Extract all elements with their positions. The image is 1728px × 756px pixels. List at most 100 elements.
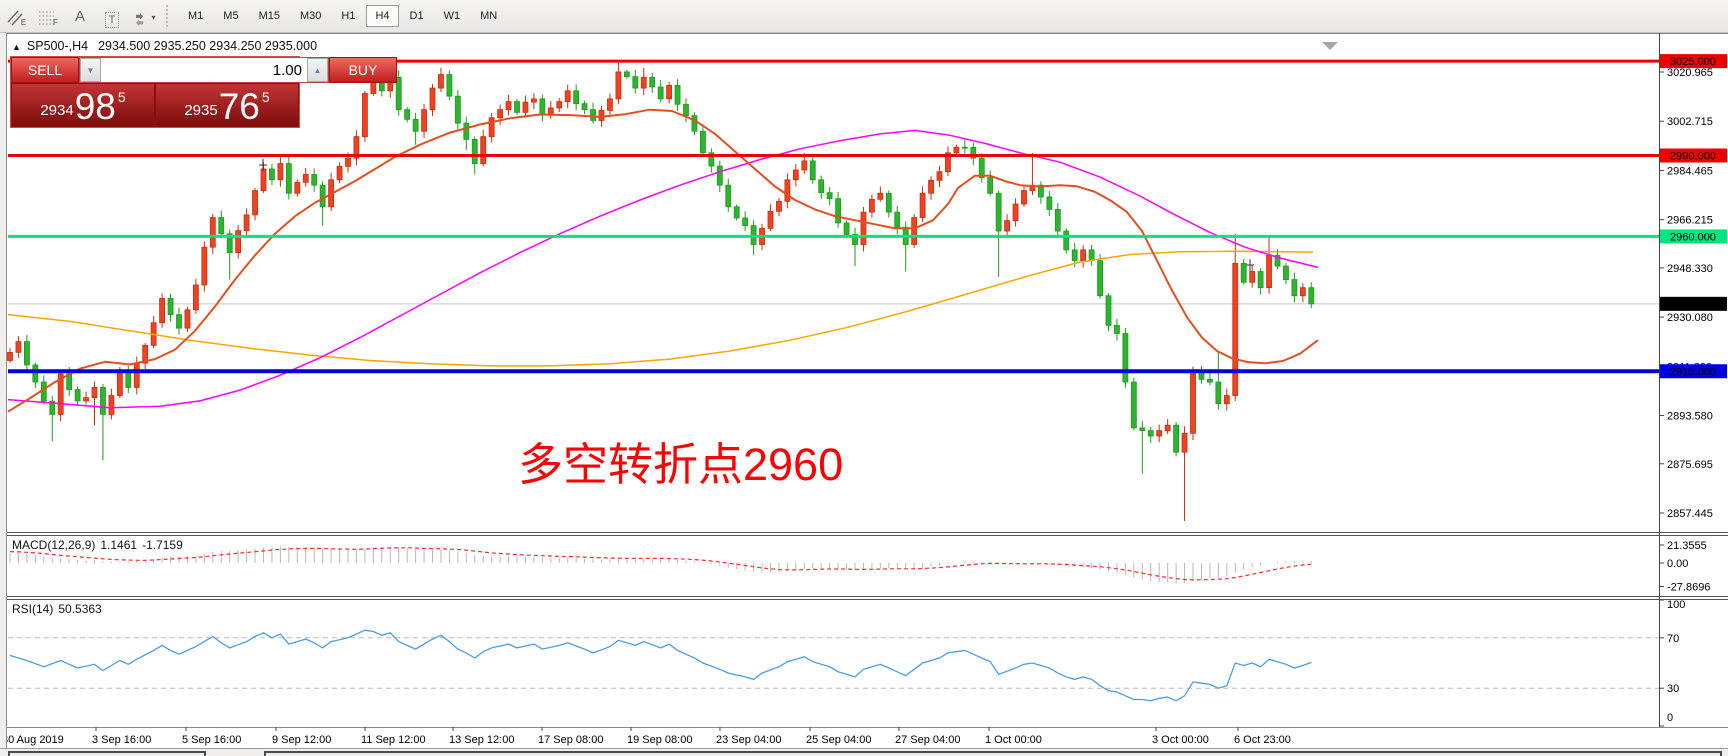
arrows-tool[interactable]: ▾ (130, 4, 158, 28)
sell-button[interactable]: SELL (11, 57, 79, 83)
candle (32, 364, 39, 383)
volume-up-button[interactable]: ▲ (307, 58, 328, 82)
volume-down-button[interactable]: ▼ (80, 58, 101, 82)
candle (1181, 432, 1188, 453)
timeframe-H4[interactable]: H4 (366, 5, 399, 27)
toolbar-grip[interactable] (166, 5, 170, 27)
toolbar: E F A T ▾ M1 M5 M15 M30 H1 H4 D1 W1 MN (0, 0, 1728, 33)
timeframe-MN[interactable]: MN (480, 10, 498, 22)
candle (209, 217, 216, 248)
timeframe-W1[interactable]: W1 (443, 10, 461, 22)
chart-shift-marker-icon[interactable] (1322, 42, 1338, 50)
price-tick-label: 2930.080 (1667, 312, 1713, 324)
candle (936, 171, 943, 181)
price-tick-label: 3002.715 (1667, 116, 1713, 128)
candle (632, 76, 639, 89)
candle (243, 214, 250, 232)
candle (1088, 249, 1095, 262)
candle (1240, 262, 1247, 283)
volume-stepper: ▼ ▲ (79, 57, 329, 83)
volume-input[interactable] (101, 58, 307, 82)
candle (776, 200, 782, 212)
candle (716, 165, 723, 186)
macd-panel (9, 546, 1312, 584)
candle (269, 168, 275, 181)
candle (691, 115, 698, 132)
candle (100, 387, 106, 415)
timeframe-H1[interactable]: H1 (341, 10, 356, 22)
candle (1139, 427, 1146, 431)
candle (133, 362, 140, 388)
rsi-tick-label: 30 (1667, 683, 1679, 695)
candle (1021, 190, 1027, 205)
candle (1164, 424, 1171, 431)
equidistant-channel-icon (7, 10, 23, 26)
equidistant-channel-tool[interactable]: E (2, 4, 30, 28)
candle (83, 397, 89, 402)
candle (226, 233, 233, 253)
time-tick-label: 6 Oct 23:00 (1234, 734, 1291, 746)
buy-price-sup: 5 (261, 89, 270, 105)
candle (1080, 249, 1087, 262)
candle (277, 163, 284, 181)
timeframe-D1[interactable]: D1 (409, 10, 424, 22)
price-tick-label: 2875.695 (1667, 459, 1713, 471)
candle (1063, 230, 1070, 251)
docked-window-edge (264, 751, 1722, 756)
fibonacci-tool[interactable]: F (34, 4, 62, 28)
candle (826, 192, 833, 200)
sell-price-box[interactable]: 2934 98 5 (11, 83, 155, 127)
candle (463, 122, 470, 140)
timeframe-M5[interactable]: M5 (223, 10, 239, 22)
candle (1207, 378, 1213, 383)
candle (531, 98, 537, 103)
candle (598, 109, 605, 121)
buy-button[interactable]: BUY (329, 57, 397, 83)
candle (564, 90, 571, 102)
candle (1105, 295, 1112, 326)
buy-price-box[interactable]: 2935 76 5 (155, 83, 299, 127)
macd-tick-label: 0.00 (1667, 558, 1688, 570)
ma-mid-magenta[interactable] (7, 129, 1319, 409)
ma-slow-orange[interactable] (7, 250, 1314, 367)
candle (235, 230, 242, 253)
candle (784, 179, 791, 202)
timeframe-M15[interactable]: M15 (258, 10, 280, 22)
candle (1299, 287, 1306, 297)
timeframe-M30[interactable]: M30 (299, 10, 322, 22)
sell-price-int: 2934 (40, 102, 74, 119)
candle (928, 179, 934, 194)
candle (15, 341, 22, 353)
macd-tick-label: -27.8696 (1667, 581, 1710, 593)
chevron-down-icon: ▾ (151, 13, 156, 22)
candle (294, 181, 301, 194)
time-tick-label: 19 Sep 08:00 (627, 734, 692, 746)
one-click-trade-panel: SELL ▼ ▲ BUY 2934 98 5 2935 76 5 (10, 56, 397, 128)
candle (742, 217, 749, 227)
text-tool[interactable]: A (66, 4, 94, 28)
collapse-arrow-icon[interactable]: ▲ (12, 42, 21, 52)
macd-signal-line (9, 547, 1312, 581)
candle (961, 146, 968, 149)
arrows-icon (136, 13, 144, 26)
candle (674, 84, 681, 105)
chart-text-annotation[interactable]: 多空转折点2960 (518, 439, 844, 490)
candle (125, 370, 132, 388)
candle (1122, 333, 1129, 383)
candle (159, 298, 166, 324)
candle (869, 198, 875, 213)
candle (911, 217, 918, 245)
candle (767, 210, 774, 229)
time-tick-label: 23 Sep 04:00 (716, 734, 781, 746)
candle (1283, 265, 1289, 280)
price-tick-label: 2966.215 (1667, 215, 1713, 227)
candle (319, 184, 326, 208)
text-label-tool[interactable]: T (98, 4, 126, 28)
candle (1156, 430, 1163, 437)
candle (970, 147, 977, 159)
candle (1232, 262, 1239, 396)
candle (978, 157, 985, 178)
candle (1223, 395, 1230, 405)
timeframe-M1[interactable]: M1 (188, 10, 204, 22)
